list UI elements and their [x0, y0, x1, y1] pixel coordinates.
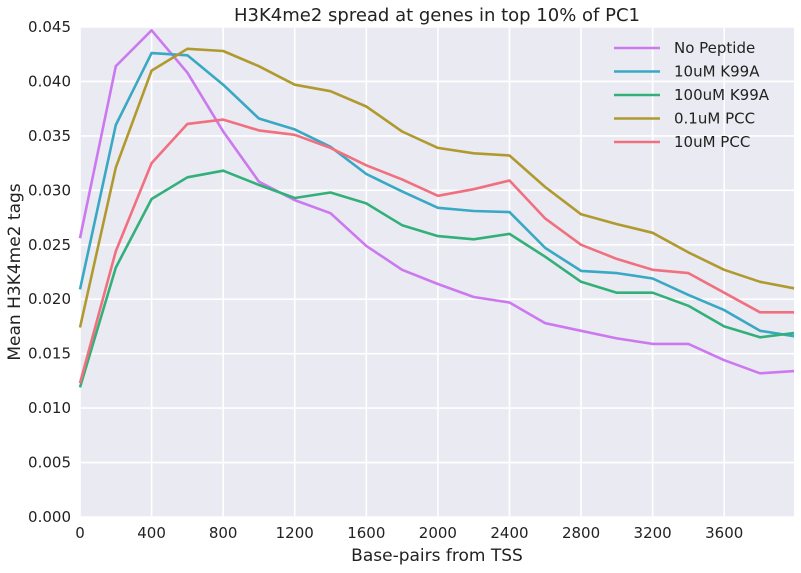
series-line-3 — [78, 169, 795, 388]
y-tick-label: 0.000 — [28, 508, 71, 526]
y-axis-label: Mean H3K4me2 tags — [5, 183, 25, 360]
x-tick-label: 1600 — [347, 524, 385, 542]
y-axis-ticks: 0.000 0.005 0.010 0.015 0.020 0.025 0.030 0.035… — [28, 18, 71, 526]
legend-label: No Peptide — [674, 39, 755, 57]
x-tick-label: 400 — [137, 524, 166, 542]
y-tick-label: 0.035 — [28, 127, 71, 145]
legend-label: 10uM PCC — [674, 133, 750, 151]
y-tick-label: 0.010 — [28, 399, 71, 417]
legend-label: 100uM K99A — [674, 86, 770, 104]
series-line-4 — [78, 47, 795, 328]
y-tick-label: 0.025 — [28, 236, 71, 254]
series-line-1 — [78, 28, 795, 375]
y-tick-label: 0.015 — [28, 345, 71, 363]
series-line-2 — [78, 51, 795, 338]
legend-label: 10uM K99A — [674, 63, 760, 81]
series-line-5 — [78, 118, 794, 384]
grid-lines — [79, 26, 794, 518]
x-tick-label: 3200 — [634, 524, 672, 542]
y-tick-label: 0.005 — [28, 454, 71, 472]
x-tick-label: 1200 — [276, 524, 314, 542]
x-tick-label: 2000 — [419, 524, 457, 542]
x-tick-label: 2400 — [490, 524, 528, 542]
y-tick-label: 0.045 — [28, 18, 71, 36]
legend-label: 0.1uM PCC — [674, 110, 755, 128]
x-tick-label: 0 — [75, 524, 85, 542]
legend: No Peptide 10uM K99A 100uM K99A 0.1uM PCC 10… — [614, 39, 770, 151]
series-lines — [78, 28, 795, 388]
x-tick-label: 3600 — [705, 524, 743, 542]
chart-title: H3K4me2 spread at genes in top 10% of PC… — [234, 5, 640, 26]
y-tick-label: 0.020 — [28, 290, 71, 308]
x-tick-label: 2800 — [562, 524, 600, 542]
x-axis-label: Base-pairs from TSS — [351, 546, 523, 566]
x-axis-ticks: 0 400 800 1200 1600 2000 2400 2800 3200 3600 — [75, 524, 743, 542]
y-tick-label: 0.040 — [28, 72, 71, 90]
x-tick-label: 800 — [209, 524, 238, 542]
y-tick-label: 0.030 — [28, 181, 71, 199]
